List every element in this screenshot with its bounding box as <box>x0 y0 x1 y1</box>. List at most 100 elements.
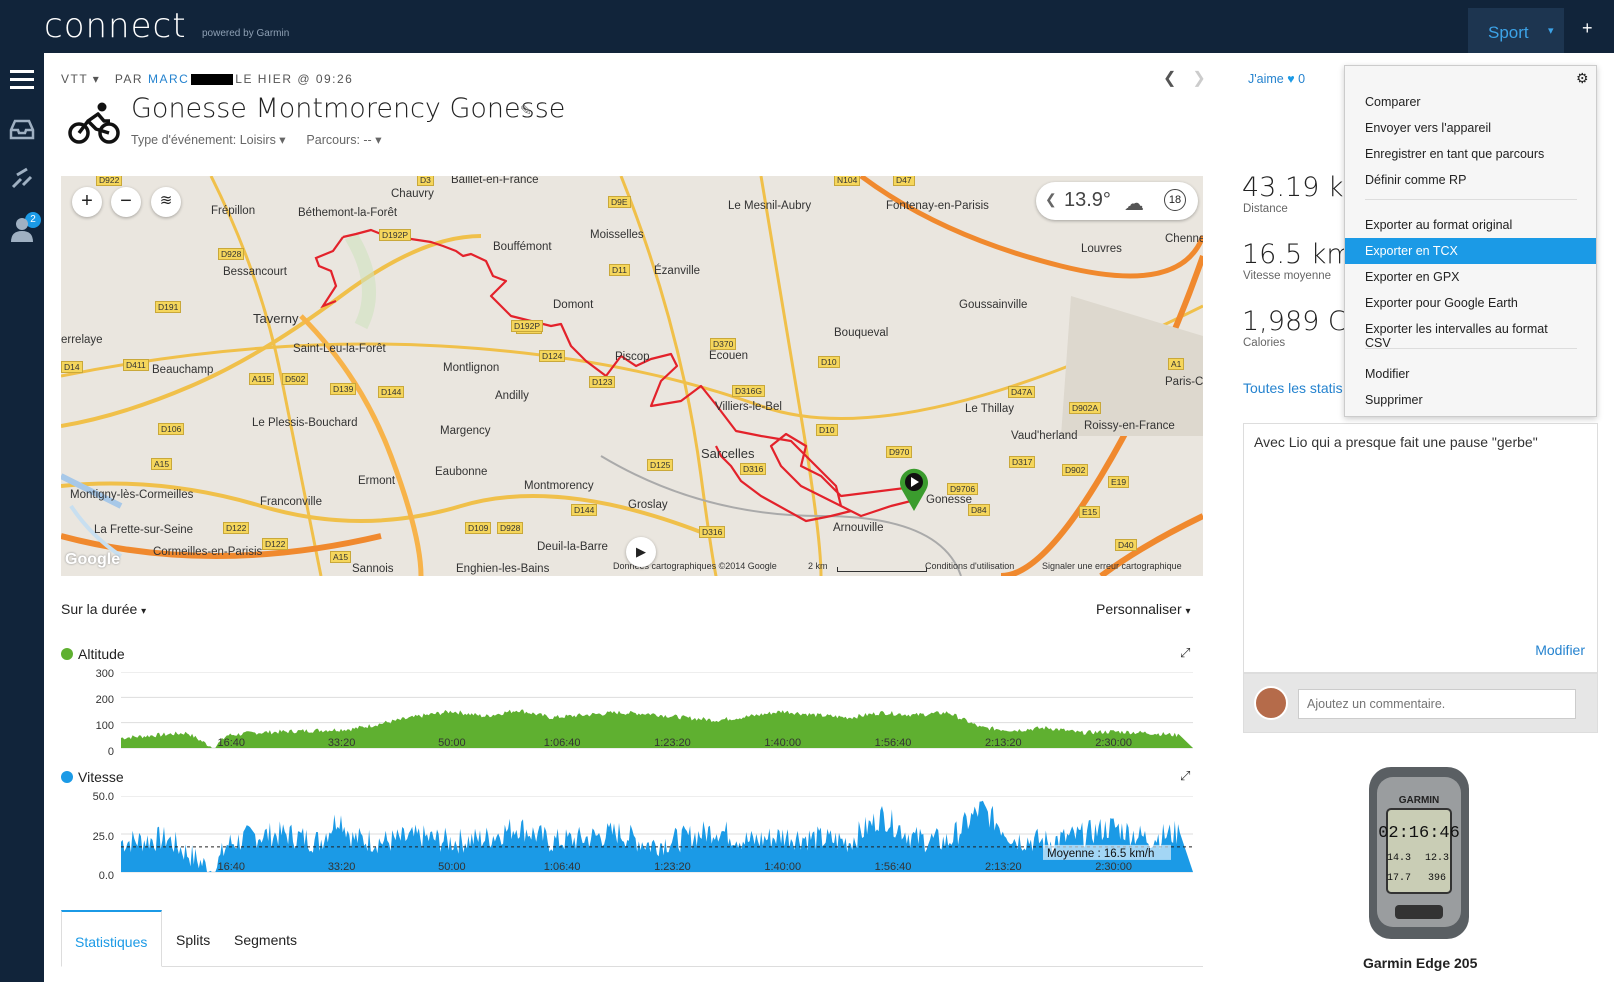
device-screen-value: 17.7 <box>1387 873 1411 884</box>
road-label: D902 <box>1062 464 1089 476</box>
road-label: D192P <box>379 229 411 241</box>
start-marker-icon[interactable] <box>897 466 931 512</box>
speed-chart[interactable]: 16:40 33:20 50:00 1:06:40 1:23:20 1:40:00 1:56… <box>121 796 1193 878</box>
weather-prev-icon[interactable]: ❮ <box>1045 191 1057 207</box>
x-tick-label: 16:40 <box>218 861 246 873</box>
road-label: A115 <box>249 373 275 385</box>
map-place-label: Vaud'herland <box>1011 430 1078 442</box>
y-tick: 25.0 <box>92 831 114 843</box>
menu-item[interactable]: Modifier <box>1365 367 1410 381</box>
zoom-out-button[interactable]: − <box>111 187 141 217</box>
map-place-label: errelaye <box>61 334 103 346</box>
speed-legend-dot <box>61 771 73 783</box>
road-label: E19 <box>1108 476 1130 488</box>
tab-splits[interactable]: Splits <box>176 932 211 948</box>
activity-type[interactable]: VTT <box>61 72 88 86</box>
play-button[interactable]: ▶ <box>626 537 656 567</box>
menu-item[interactable]: Envoyer vers l'appareil <box>1365 121 1492 135</box>
menu-item[interactable]: Exporter en GPX <box>1365 270 1460 284</box>
connections-icon[interactable] <box>7 165 37 193</box>
road-label: D139 <box>330 383 357 395</box>
prev-activity-icon[interactable]: ❮ <box>1163 70 1177 87</box>
road-label: D316 <box>740 463 767 475</box>
y-tick: 100 <box>95 720 114 732</box>
menu-item[interactable]: Définir comme RP <box>1365 173 1467 187</box>
sport-tab[interactable]: Sport <box>1468 8 1564 53</box>
redacted-block <box>191 74 234 86</box>
road-label: D316 <box>699 526 726 538</box>
series-area <box>121 709 1193 748</box>
expand-altitude-icon[interactable]: ⤢ <box>1180 645 1191 660</box>
gear-icon[interactable]: ⚙ <box>1576 70 1589 86</box>
speed-chart-title: Vitesse <box>61 769 124 785</box>
user-icon[interactable] <box>7 215 37 243</box>
course-select[interactable]: Parcours: -- <box>306 133 372 147</box>
inbox-icon[interactable] <box>7 115 37 143</box>
weather-widget[interactable]: ❮ 13.9° ☁ 18 <box>1036 182 1198 220</box>
calories-value: 1,989 C <box>1242 306 1347 337</box>
activity-date: LE HIER @ 09:26 <box>235 72 354 86</box>
edit-title-icon[interactable]: ✎ <box>520 102 532 118</box>
menu-item[interactable]: Exporter pour Google Earth <box>1365 296 1518 310</box>
road-label: D10 <box>816 424 838 436</box>
activity-map[interactable]: Baillet-en-France Chauvry Frépillon Béth… <box>61 176 1203 576</box>
map-terms-link[interactable]: Conditions d'utilisation <box>925 561 1015 571</box>
event-type-select[interactable]: Type d'événement: Loisirs <box>131 133 276 147</box>
menu-item[interactable]: Supprimer <box>1365 393 1423 407</box>
sidebar: 2 <box>0 53 44 982</box>
calories-label: Calories <box>1243 337 1286 349</box>
tab-segments[interactable]: Segments <box>234 932 298 948</box>
chevron-down-icon: ▾ <box>1185 606 1191 617</box>
menu-item[interactable]: Exporter au format original <box>1365 218 1513 232</box>
author-link[interactable]: MARC <box>147 72 190 86</box>
menu-icon[interactable] <box>7 66 37 94</box>
road-label: D9706 <box>947 483 979 495</box>
menu-item[interactable]: Exporter en TCX <box>1345 238 1596 264</box>
road-label: D11 <box>609 264 630 276</box>
x-tick-label: 2:30:00 <box>1095 737 1132 749</box>
speed-title-label: Vitesse <box>78 769 124 785</box>
tab-statistiques[interactable]: Statistiques <box>61 910 162 967</box>
notes-text: Avec Lio qui a presque fait une pause "g… <box>1254 434 1538 450</box>
comment-input[interactable] <box>1298 689 1576 719</box>
activity-title[interactable]: Gonesse Montmorency Gonesse <box>131 93 566 124</box>
connect-logo[interactable]: connect <box>44 6 187 46</box>
wind-speed: 18 <box>1164 189 1186 211</box>
y-tick: 0 <box>107 746 114 758</box>
menu-item[interactable]: Comparer <box>1365 95 1421 109</box>
x-tick-label: 1:40:00 <box>764 861 801 873</box>
device-screen-value: 12.3 <box>1425 853 1449 864</box>
x-tick-label: 1:56:40 <box>875 861 912 873</box>
logo-subtitle: powered by Garmin <box>202 28 290 39</box>
heart-icon: ♥ <box>1287 72 1295 86</box>
menu-item[interactable]: Enregistrer en tant que parcours <box>1365 147 1545 161</box>
map-report-link[interactable]: Signaler une erreur cartographique <box>1042 561 1182 571</box>
next-activity-icon[interactable]: ❯ <box>1192 70 1206 87</box>
comment-bar <box>1243 673 1598 733</box>
altitude-chart[interactable]: 16:40 33:20 50:00 1:06:40 1:23:20 1:40:00 1:56… <box>121 672 1193 754</box>
customize-selector[interactable]: Personnaliser ▾ <box>1096 601 1191 617</box>
road-label: D122 <box>262 538 289 550</box>
map-place-label: Piscop <box>615 351 650 363</box>
y-tick: 300 <box>95 668 114 680</box>
like-button[interactable]: J'aime ♥ 0 <box>1248 72 1305 86</box>
edit-notes-link[interactable]: Modifier <box>1535 642 1585 658</box>
add-button[interactable]: + <box>1582 18 1593 38</box>
all-stats-link[interactable]: Toutes les statis <box>1243 380 1343 396</box>
notes-box: Avec Lio qui a presque fait une pause "g… <box>1243 423 1598 673</box>
menu-item[interactable]: Exporter les intervalles au format CSV <box>1365 322 1548 350</box>
sport-caret-icon[interactable]: ▾ <box>1548 25 1554 37</box>
altitude-chart-title: Altitude <box>61 646 125 662</box>
x-tick-label: 2:13:20 <box>985 861 1022 873</box>
map-attribution: Données cartographiques ©2014 Google <box>613 561 777 571</box>
layers-icon[interactable]: ≋ <box>151 187 181 217</box>
zoom-in-button[interactable]: + <box>72 187 102 217</box>
duration-selector[interactable]: Sur la durée ▾ <box>61 601 146 617</box>
road-label: D123 <box>589 376 616 388</box>
road-label: D47 <box>893 176 915 186</box>
x-tick-label: 2:30:00 <box>1095 861 1132 873</box>
map-place-label: Montlignon <box>443 362 500 374</box>
road-label: D144 <box>571 504 598 516</box>
road-label: D14 <box>61 361 83 373</box>
expand-speed-icon[interactable]: ⤢ <box>1180 768 1191 783</box>
